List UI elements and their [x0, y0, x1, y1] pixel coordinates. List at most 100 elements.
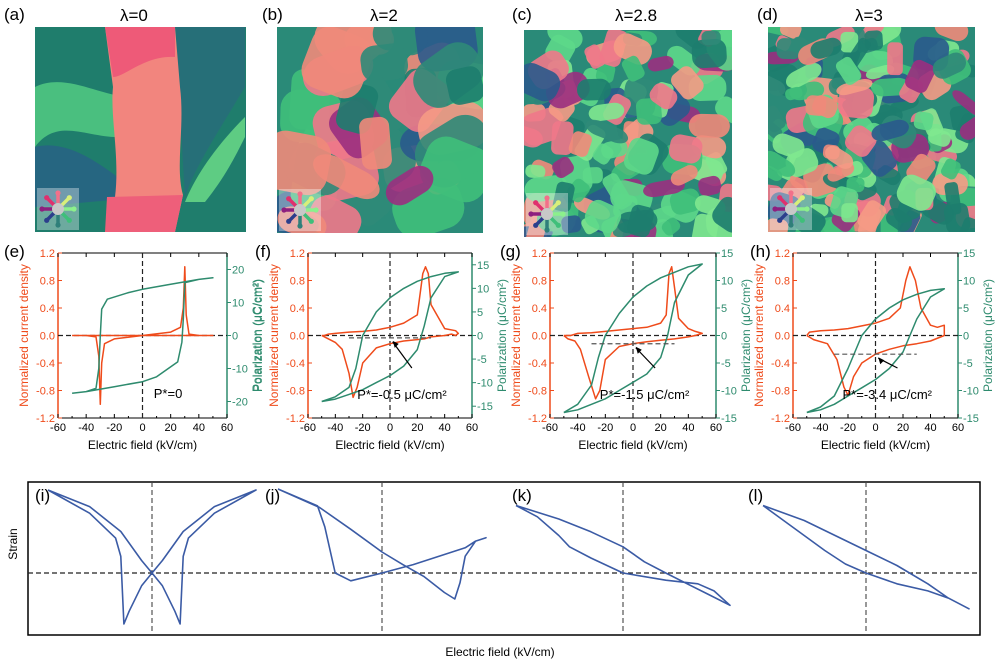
arrow-head [55, 190, 61, 196]
x-tick-label: -60 [300, 422, 316, 434]
domain-region [857, 200, 887, 232]
domain-region [445, 66, 483, 105]
domain-region [836, 78, 873, 96]
arrow-head [297, 191, 303, 197]
domain-region [934, 27, 969, 42]
domain-region [623, 137, 659, 175]
domain-region [803, 163, 838, 197]
y-tick-label: 0.0 [290, 331, 305, 343]
arrow-head [55, 222, 61, 228]
domain-region [768, 105, 786, 133]
domain-region [712, 196, 732, 233]
y2-tick-label: 15 [963, 248, 975, 260]
arrow-head [560, 211, 566, 217]
y-tick-label: 1.2 [775, 248, 790, 260]
x-tick-label: 40 [682, 422, 694, 434]
domain-region [932, 52, 967, 79]
panel-label: (j) [265, 486, 280, 505]
legend-center [785, 203, 797, 215]
panel-label: (b) [262, 5, 283, 24]
hysteresis-charts: (e) -60 -40 -20 0 20 40 60 Electric field (kV/cm… [4, 242, 995, 452]
domain-region [627, 204, 655, 237]
domain-region [525, 164, 546, 179]
strain-curve [47, 489, 257, 625]
domain-region [959, 116, 975, 140]
y2-tick-label: -20 [232, 397, 248, 409]
arrow-head [308, 196, 314, 202]
x-tick-label: 60 [952, 422, 964, 434]
y2-tick-label: 10 [721, 276, 733, 288]
domain-region [359, 116, 392, 170]
polarization-domain-map [524, 30, 732, 237]
p-star-annotation: P*=-1.5 μC/cm² [600, 387, 690, 402]
domain-region [844, 125, 877, 157]
domain-region [701, 30, 721, 46]
map-title: λ=3 [855, 6, 883, 25]
x-tick-label: 0 [872, 422, 878, 434]
y2-tick-label: 5 [963, 303, 969, 315]
p-star-annotation: P*=-0.5 μC/cm² [357, 387, 447, 402]
arrow-head [286, 218, 292, 224]
arrow-head [804, 206, 810, 212]
domain-region [768, 218, 789, 232]
domain-region [602, 173, 633, 210]
y-tick-label: -1.2 [528, 413, 547, 425]
arrow-head [308, 218, 314, 224]
y2-tick-label: 20 [232, 265, 244, 277]
domain-region [810, 37, 842, 59]
domain-region [524, 63, 561, 102]
arrow-head [878, 357, 885, 365]
x-tick-label: 40 [924, 422, 936, 434]
domain-region [621, 55, 645, 82]
domain-region [913, 111, 934, 131]
domain-region [691, 38, 727, 69]
arrow-head [39, 206, 45, 212]
domain-region [105, 195, 183, 232]
arrow-head [555, 200, 561, 206]
domain-region [768, 150, 796, 177]
domain-region [768, 165, 783, 182]
x-tick-label: -40 [570, 422, 586, 434]
panel-label: (g) [500, 242, 521, 261]
domain-region [277, 130, 332, 196]
y-tick-label: -0.8 [36, 386, 55, 398]
domain-region [277, 206, 327, 233]
current-density-curve [563, 266, 703, 400]
strain-curve [762, 504, 970, 610]
domain-region [779, 27, 802, 39]
panel-label: (e) [4, 242, 25, 261]
y2-tick-label: -10 [477, 378, 493, 390]
domain-region [568, 131, 592, 157]
domain-region [613, 33, 652, 65]
strain-curve [515, 504, 731, 607]
x-tick-label: -40 [78, 422, 94, 434]
arrow-head [392, 340, 399, 348]
x-tick-label: -40 [327, 422, 343, 434]
y2-tick-label: -15 [477, 401, 493, 413]
x-axis-label: Electric field (kV/cm) [821, 438, 930, 452]
arrow-head [44, 195, 50, 201]
legend-center [541, 208, 553, 220]
domain-region [313, 154, 380, 200]
arrow-head [66, 217, 72, 223]
panel-label: (d) [757, 5, 778, 24]
y-tick-label: -0.4 [771, 358, 790, 370]
x-tick-label: 0 [387, 422, 393, 434]
x-tick-label: 0 [630, 422, 636, 434]
arrow-head [799, 195, 805, 201]
domain-region [885, 207, 913, 232]
arrow-head [313, 207, 319, 213]
polarization-direction-wheel-icon [37, 188, 79, 230]
polarization-direction-wheel-icon [770, 188, 812, 230]
y2-tick-label: -5 [477, 354, 487, 366]
arrow-head [66, 195, 72, 201]
arrow-head [555, 222, 561, 228]
domain-region [595, 62, 616, 83]
strain-subplot-k: (k) [512, 482, 731, 635]
y-axis-label: Normalized current density [752, 264, 766, 407]
y-tick-label: 0.8 [290, 276, 305, 288]
y2-axis-label: Polarization (μC/cm²) [495, 279, 509, 392]
domain-region [419, 136, 483, 203]
domain-region [940, 158, 961, 180]
y2-tick-label: -15 [721, 413, 737, 425]
